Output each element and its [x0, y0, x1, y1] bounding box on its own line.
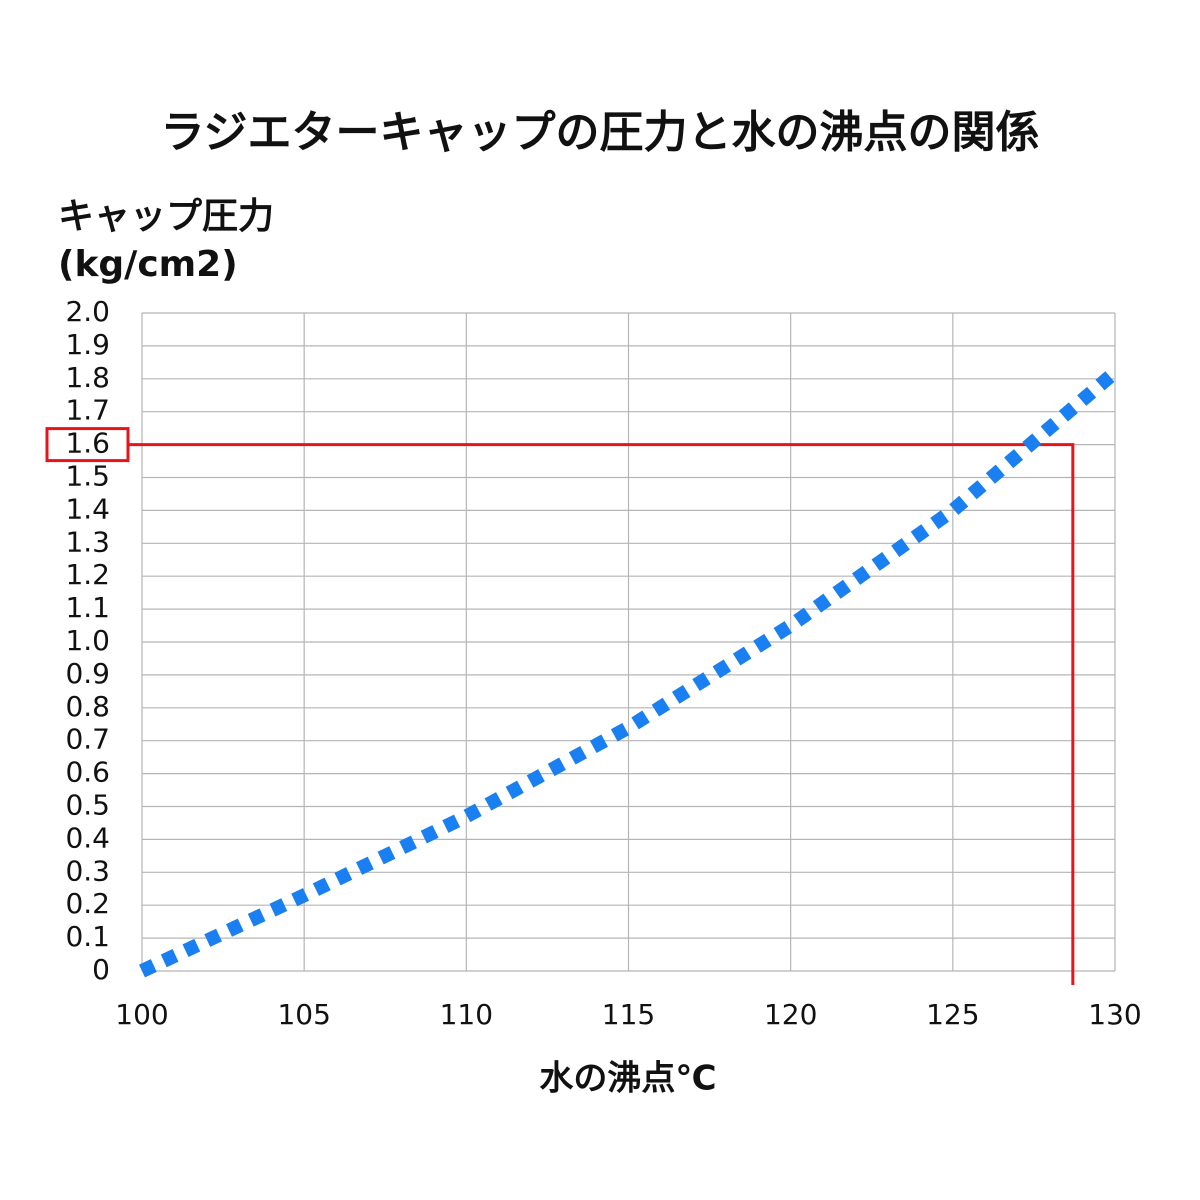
y-axis-label: (kg/cm2) [58, 244, 238, 285]
y-tick-label: 1.0 [65, 624, 110, 657]
x-tick-label: 115 [602, 998, 655, 1031]
y-tick-label: 0.5 [65, 789, 110, 822]
y-tick-label: 0.2 [65, 887, 110, 920]
reference-line [128, 443, 1075, 985]
y-tick-label: 1.7 [65, 394, 110, 427]
x-axis-label: 水の沸点℃ [539, 1059, 716, 1099]
y-tick-label: 0.6 [65, 756, 110, 789]
y-tick-label: 1.2 [65, 558, 110, 591]
y-tick-label: 0.9 [65, 657, 110, 690]
y-tick-label: 0.1 [65, 920, 110, 953]
y-tick-label: 1.4 [65, 492, 110, 525]
y-tick-label: 1.8 [65, 361, 110, 394]
y-tick-label: 1.6 [65, 427, 110, 460]
x-tick-label: 105 [277, 998, 330, 1031]
y-tick-label: 0.7 [65, 723, 110, 756]
x-tick-label: 120 [764, 998, 817, 1031]
x-tick-label: 100 [115, 998, 168, 1031]
x-tick-label: 125 [926, 998, 979, 1031]
y-tick-label: 1.5 [65, 460, 110, 493]
y-tick-label: 2.0 [65, 295, 110, 328]
data-line [139, 366, 1120, 978]
x-tick-label: 110 [440, 998, 493, 1031]
y-tick-label: 0.8 [65, 690, 110, 723]
y-tick-label: 1.1 [65, 591, 110, 624]
y-tick-label: 0.4 [65, 821, 110, 854]
y-tick-label: 1.3 [65, 525, 110, 558]
y-tick-label: 1.9 [65, 328, 110, 361]
x-tick-label: 130 [1088, 998, 1141, 1031]
y-axis-label: キャップ圧力 [58, 196, 274, 237]
chart-title: ラジエターキャップの圧力と水の沸点の関係 [160, 107, 1039, 158]
y-tick-label: 0 [92, 953, 110, 986]
y-tick-label: 0.3 [65, 854, 110, 887]
